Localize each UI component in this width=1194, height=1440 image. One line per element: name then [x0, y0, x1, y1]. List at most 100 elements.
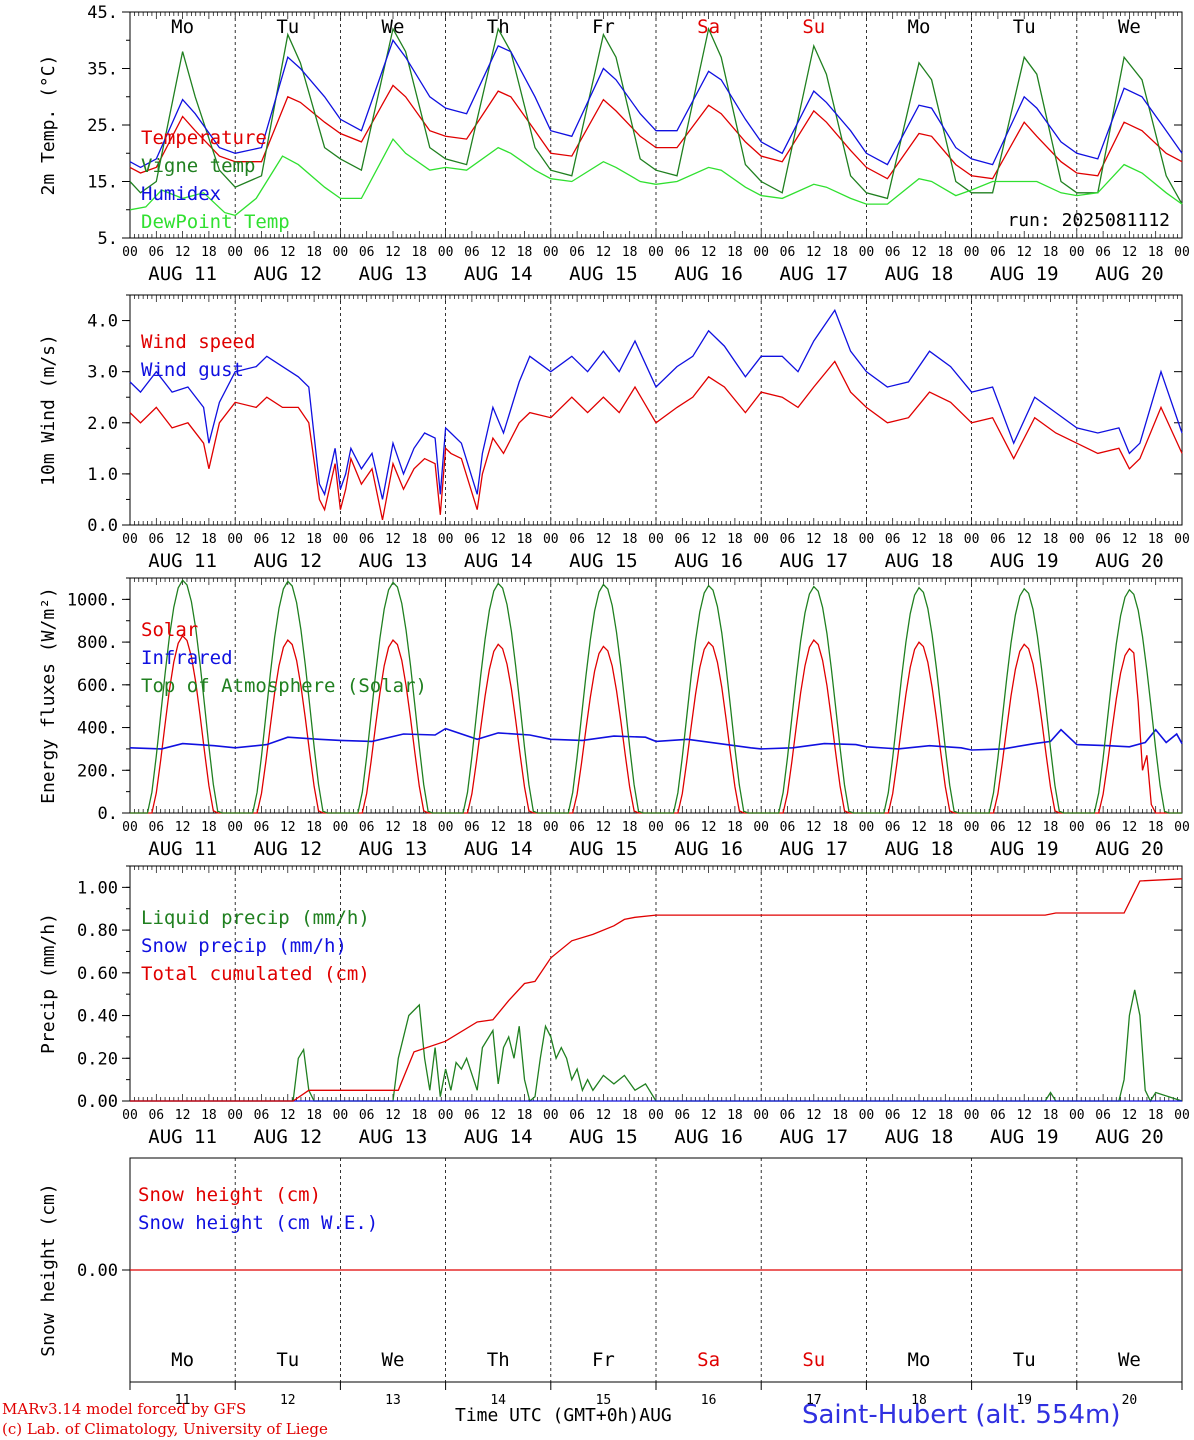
weekday-label: Mo — [908, 16, 931, 38]
weekday-label: Th — [487, 16, 510, 38]
x-hour-label: 00 — [648, 820, 664, 835]
x-hour-label: 18 — [411, 245, 427, 260]
weekday-label: Mo — [171, 1349, 194, 1371]
x-hour-label: 12 — [490, 245, 506, 260]
x-hour-label: 00 — [438, 532, 454, 547]
x-hour-label: 06 — [359, 820, 375, 835]
weekday-label: Tu — [276, 1349, 299, 1371]
day-number-label: 20 — [1122, 1393, 1138, 1408]
x-hour-label: 06 — [780, 532, 796, 547]
y-axis-label: Precip (mm/h) — [38, 913, 59, 1054]
x-hour-label: 06 — [464, 245, 480, 260]
legend-entry: Vigne temp — [141, 155, 255, 177]
x-hour-label: 12 — [1016, 1108, 1032, 1123]
x-hour-label: 18 — [1043, 820, 1059, 835]
series-line-top-of-atmosphere-solar- — [130, 579, 1182, 814]
x-hour-label: 00 — [1174, 532, 1190, 547]
legend-entry: Wind gust — [141, 359, 244, 381]
x-hour-label: 12 — [1016, 532, 1032, 547]
y-tick-label: 200. — [77, 761, 118, 781]
x-hour-label: 00 — [964, 245, 980, 260]
y-tick-label: 400. — [77, 719, 118, 739]
y-tick-label: 0.00 — [77, 1261, 118, 1281]
x-hour-label: 06 — [674, 820, 690, 835]
series-line-dewpoint-temp — [129, 137, 1183, 217]
x-hour-label: 18 — [727, 532, 743, 547]
x-date-label: AUG 12 — [253, 263, 322, 285]
y-tick-label: 3.0 — [87, 363, 118, 383]
weekday-label: Su — [802, 1349, 825, 1371]
x-hour-label: 18 — [832, 245, 848, 260]
x-hour-label: 06 — [148, 820, 164, 835]
x-date-label: AUG 16 — [674, 263, 743, 285]
x-date-label: AUG 17 — [779, 263, 848, 285]
x-hour-label: 00 — [438, 820, 454, 835]
x-hour-label: 12 — [490, 1108, 506, 1123]
x-hour-label: 18 — [411, 532, 427, 547]
x-hour-label: 06 — [885, 1108, 901, 1123]
x-date-label: AUG 18 — [885, 838, 954, 860]
x-hour-label: 12 — [596, 532, 612, 547]
weekday-label: We — [382, 1349, 405, 1371]
x-hour-label: 12 — [911, 820, 927, 835]
x-hour-label: 12 — [911, 532, 927, 547]
x-date-label: AUG 18 — [885, 1126, 954, 1148]
y-tick-label: 0. — [98, 804, 118, 824]
panel-5: 0.00 Snow height (cm) Mo Tu We Th Fr Sa Su Mo Tu We… — [38, 1157, 1183, 1408]
x-hour-label: 18 — [201, 820, 217, 835]
x-hour-label: 00 — [1174, 245, 1190, 260]
x-hour-label: 00 — [227, 532, 243, 547]
x-hour-label: 12 — [596, 1108, 612, 1123]
x-date-label: AUG 12 — [253, 550, 322, 572]
weekday-label: Mo — [171, 16, 194, 38]
y-tick-label: 25. — [87, 116, 118, 136]
legend-entry: Liquid precip (mm/h) — [141, 907, 370, 929]
weekday-label: Sa — [697, 16, 720, 38]
day-number-label: 19 — [1016, 1393, 1032, 1408]
x-hour-label: 12 — [175, 1108, 191, 1123]
series-line-wind-speed — [129, 360, 1183, 521]
x-hour-label: 18 — [201, 1108, 217, 1123]
x-date-label: AUG 13 — [359, 550, 428, 572]
x-hour-label: 18 — [1043, 1108, 1059, 1123]
y-tick-label: 45. — [87, 3, 118, 23]
series-line-humidex — [129, 38, 1183, 169]
x-date-label: AUG 19 — [990, 1126, 1059, 1148]
x-hour-label: 18 — [1043, 245, 1059, 260]
legend-entry: Top of Atmosphere (Solar) — [141, 675, 427, 697]
x-hour-label: 00 — [859, 820, 875, 835]
x-date-label: AUG 20 — [1095, 838, 1164, 860]
series-group — [130, 878, 1183, 1103]
x-hour-label: 06 — [990, 532, 1006, 547]
y-tick-label: 0.0 — [87, 516, 118, 536]
weekday-label: Th — [487, 1349, 510, 1371]
model-credit: MARv3.14 model forced by GFS — [2, 1400, 247, 1418]
x-hour-label: 00 — [333, 820, 349, 835]
y-tick-label: 1.00 — [77, 878, 118, 898]
x-hour-label: 06 — [1095, 532, 1111, 547]
station-name: Saint-Hubert (alt. 554m) — [802, 1400, 1121, 1430]
x-hour-label: 12 — [385, 1108, 401, 1123]
x-date-label: AUG 16 — [674, 1126, 743, 1148]
weekday-label: Tu — [1013, 1349, 1036, 1371]
x-hour-label: 12 — [1016, 245, 1032, 260]
x-hour-label: 00 — [227, 1108, 243, 1123]
x-hour-label: 06 — [569, 1108, 585, 1123]
day-number-label: 18 — [911, 1393, 927, 1408]
y-tick-label: 0.40 — [77, 1007, 118, 1027]
x-hour-label: 06 — [148, 245, 164, 260]
x-date-label: AUG 18 — [885, 550, 954, 572]
x-hour-label: 00 — [333, 532, 349, 547]
y-tick-label: 15. — [87, 173, 118, 193]
x-hour-label: 00 — [753, 820, 769, 835]
x-hour-label: 12 — [911, 1108, 927, 1123]
x-hour-label: 12 — [911, 245, 927, 260]
x-hour-label: 06 — [464, 820, 480, 835]
x-hour-label: 18 — [1043, 532, 1059, 547]
x-hour-label: 12 — [806, 1108, 822, 1123]
x-hour-label: 06 — [674, 245, 690, 260]
day-number-label: 13 — [385, 1393, 401, 1408]
x-hour-label: 06 — [780, 245, 796, 260]
series-line-infrared — [129, 727, 1183, 751]
x-hour-label: 00 — [122, 820, 138, 835]
